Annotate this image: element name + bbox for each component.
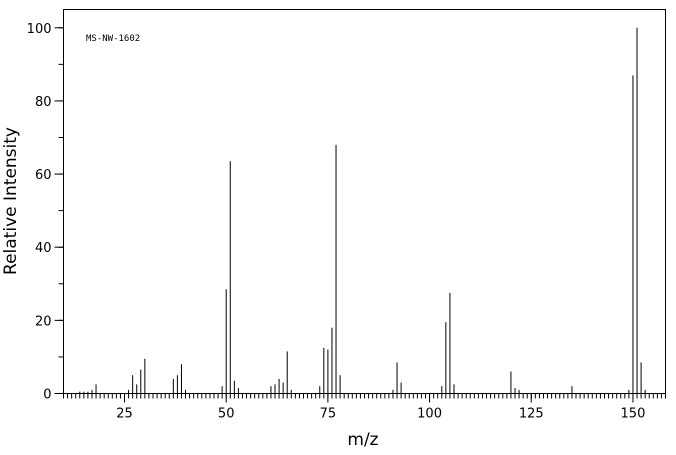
y-tick-label: 80 bbox=[35, 95, 52, 110]
x-axis-label: m/z bbox=[347, 430, 378, 450]
y-tick-label: 100 bbox=[27, 22, 52, 37]
x-tick-label: 150 bbox=[621, 407, 646, 422]
y-tick-label: 60 bbox=[35, 168, 52, 183]
y-tick-label: 0 bbox=[43, 388, 51, 403]
plot-frame bbox=[63, 9, 666, 394]
x-tick-label: 100 bbox=[417, 407, 442, 422]
y-tick-label: 20 bbox=[35, 314, 52, 329]
y-tick-label: 40 bbox=[35, 241, 52, 256]
x-tick-label: 125 bbox=[519, 407, 544, 422]
x-tick-label: 50 bbox=[218, 407, 235, 422]
x-tick-label: 25 bbox=[116, 407, 133, 422]
annotation: MS-NW-1602 bbox=[86, 34, 140, 44]
y-axis-label: Relative Intensity bbox=[1, 127, 21, 275]
x-tick-label: 75 bbox=[320, 407, 337, 422]
